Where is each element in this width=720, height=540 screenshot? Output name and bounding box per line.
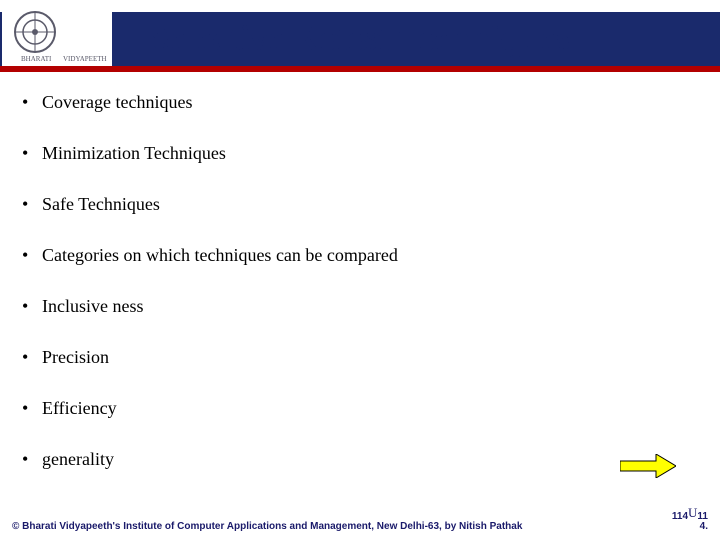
page-title: Selective Retest Techniques [150,10,710,66]
right-arrow-icon [620,454,676,478]
bullet-icon: • [22,92,42,113]
bullet-text: Inclusive ness [42,296,143,317]
bullet-icon: • [22,296,42,317]
list-item: • Inclusive ness [22,296,698,317]
list-item: • Coverage techniques [22,92,698,113]
page-primary: 114 [672,511,688,522]
footer-copyright: © Bharati Vidyapeeth's Institute of Comp… [12,521,522,532]
bullet-text: Safe Techniques [42,194,160,215]
bullet-text: Categories on which techniques can be co… [42,245,398,266]
bullet-text: generality [42,449,114,470]
bullet-text: Precision [42,347,109,368]
bullet-icon: • [22,143,42,164]
bullet-icon: • [22,449,42,470]
content-area: • Coverage techniques • Minimization Tec… [22,92,698,500]
bullet-text: Efficiency [42,398,117,419]
list-item: • Categories on which techniques can be … [22,245,698,266]
logo-svg: BHARATI VIDYAPEETH [7,6,107,62]
footer: © Bharati Vidyapeeth's Institute of Comp… [0,508,720,532]
bullet-icon: • [22,347,42,368]
bullet-icon: • [22,194,42,215]
slide: BHARATI VIDYAPEETH Selective Retest Tech… [0,0,720,540]
list-item: • Minimization Techniques [22,143,698,164]
bullet-text: Coverage techniques [42,92,192,113]
page-tertiary: 4. [700,521,708,532]
page-u: U [688,506,697,519]
list-item: • Safe Techniques [22,194,698,215]
footer-page-number: 114U11 4. [672,508,708,532]
list-item: • generality [22,449,698,470]
header-red-stripe [0,66,720,72]
bullet-text: Minimization Techniques [42,143,226,164]
svg-text:BHARATI: BHARATI [21,55,52,62]
institution-logo: BHARATI VIDYAPEETH [2,2,112,66]
svg-text:VIDYAPEETH: VIDYAPEETH [63,55,107,62]
list-item: • Precision [22,347,698,368]
bullet-icon: • [22,245,42,266]
bullet-icon: • [22,398,42,419]
list-item: • Efficiency [22,398,698,419]
